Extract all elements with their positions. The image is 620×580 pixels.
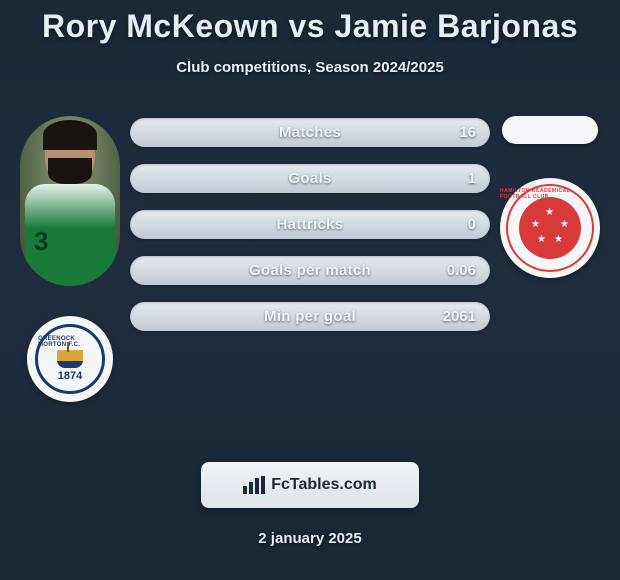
stat-label: Matches [279, 124, 341, 141]
club-year: 1874 [58, 370, 82, 382]
chart-bar [243, 486, 247, 494]
stats-column: Matches 16 Goals 1 Hattricks 0 Goals per… [130, 116, 490, 331]
club-name-text: GREENOCK MORTON F.C. [38, 336, 102, 348]
stat-row: Goals 1 [130, 164, 490, 193]
star-icon: ★ [554, 234, 563, 245]
stat-row: Hattricks 0 [130, 210, 490, 239]
club-logo-inner: GREENOCK MORTON F.C. 1874 [35, 324, 105, 394]
page-subtitle: Club competitions, Season 2024/2025 [0, 59, 620, 76]
stat-label: Goals per match [249, 262, 371, 279]
chart-bar [261, 476, 265, 494]
footer-brand-badge: FcTables.com [201, 462, 419, 508]
stat-value: 16 [459, 124, 476, 141]
stat-value: 0.06 [447, 262, 476, 279]
main-content: 3 GREENOCK MORTON F.C. 1874 Matches 16 G… [0, 116, 620, 402]
stat-row: Matches 16 [130, 118, 490, 147]
stat-label: Goals [288, 170, 331, 187]
club-logo-center: ★ ★ ★ ★ ★ [519, 197, 581, 259]
page-title: Rory McKeown vs Jamie Barjonas [0, 0, 620, 45]
stat-row: Goals per match 0.06 [130, 256, 490, 285]
star-icon: ★ [537, 234, 546, 245]
player-beard [48, 158, 92, 184]
stat-row: Min per goal 2061 [130, 302, 490, 331]
stat-value: 1 [468, 170, 476, 187]
chart-icon [243, 476, 265, 494]
chart-bar [255, 478, 259, 494]
chart-bar [249, 482, 253, 494]
club-logo-left: GREENOCK MORTON F.C. 1874 [27, 316, 113, 402]
star-icon: ★ [531, 219, 540, 230]
club-logo-right: HAMILTON ACADEMICAL FOOTBALL CLUB ★ ★ ★ … [500, 178, 600, 278]
left-player-column: 3 GREENOCK MORTON F.C. 1874 [10, 116, 130, 402]
star-icon: ★ [560, 219, 569, 230]
club-ship-icon [57, 350, 83, 368]
player-photo-placeholder-right [502, 116, 598, 144]
stat-value: 2061 [443, 308, 476, 325]
stat-label: Min per goal [264, 308, 356, 325]
stat-label: Hattricks [277, 216, 344, 233]
right-player-column: HAMILTON ACADEMICAL FOOTBALL CLUB ★ ★ ★ … [490, 116, 610, 278]
stat-value: 0 [468, 216, 476, 233]
player-photo-left: 3 [20, 116, 120, 286]
footer-brand-text: FcTables.com [271, 476, 377, 494]
star-icon: ★ [545, 207, 554, 218]
footer-date: 2 january 2025 [0, 530, 620, 547]
jersey-number: 3 [34, 226, 48, 257]
player-hair [43, 120, 97, 150]
